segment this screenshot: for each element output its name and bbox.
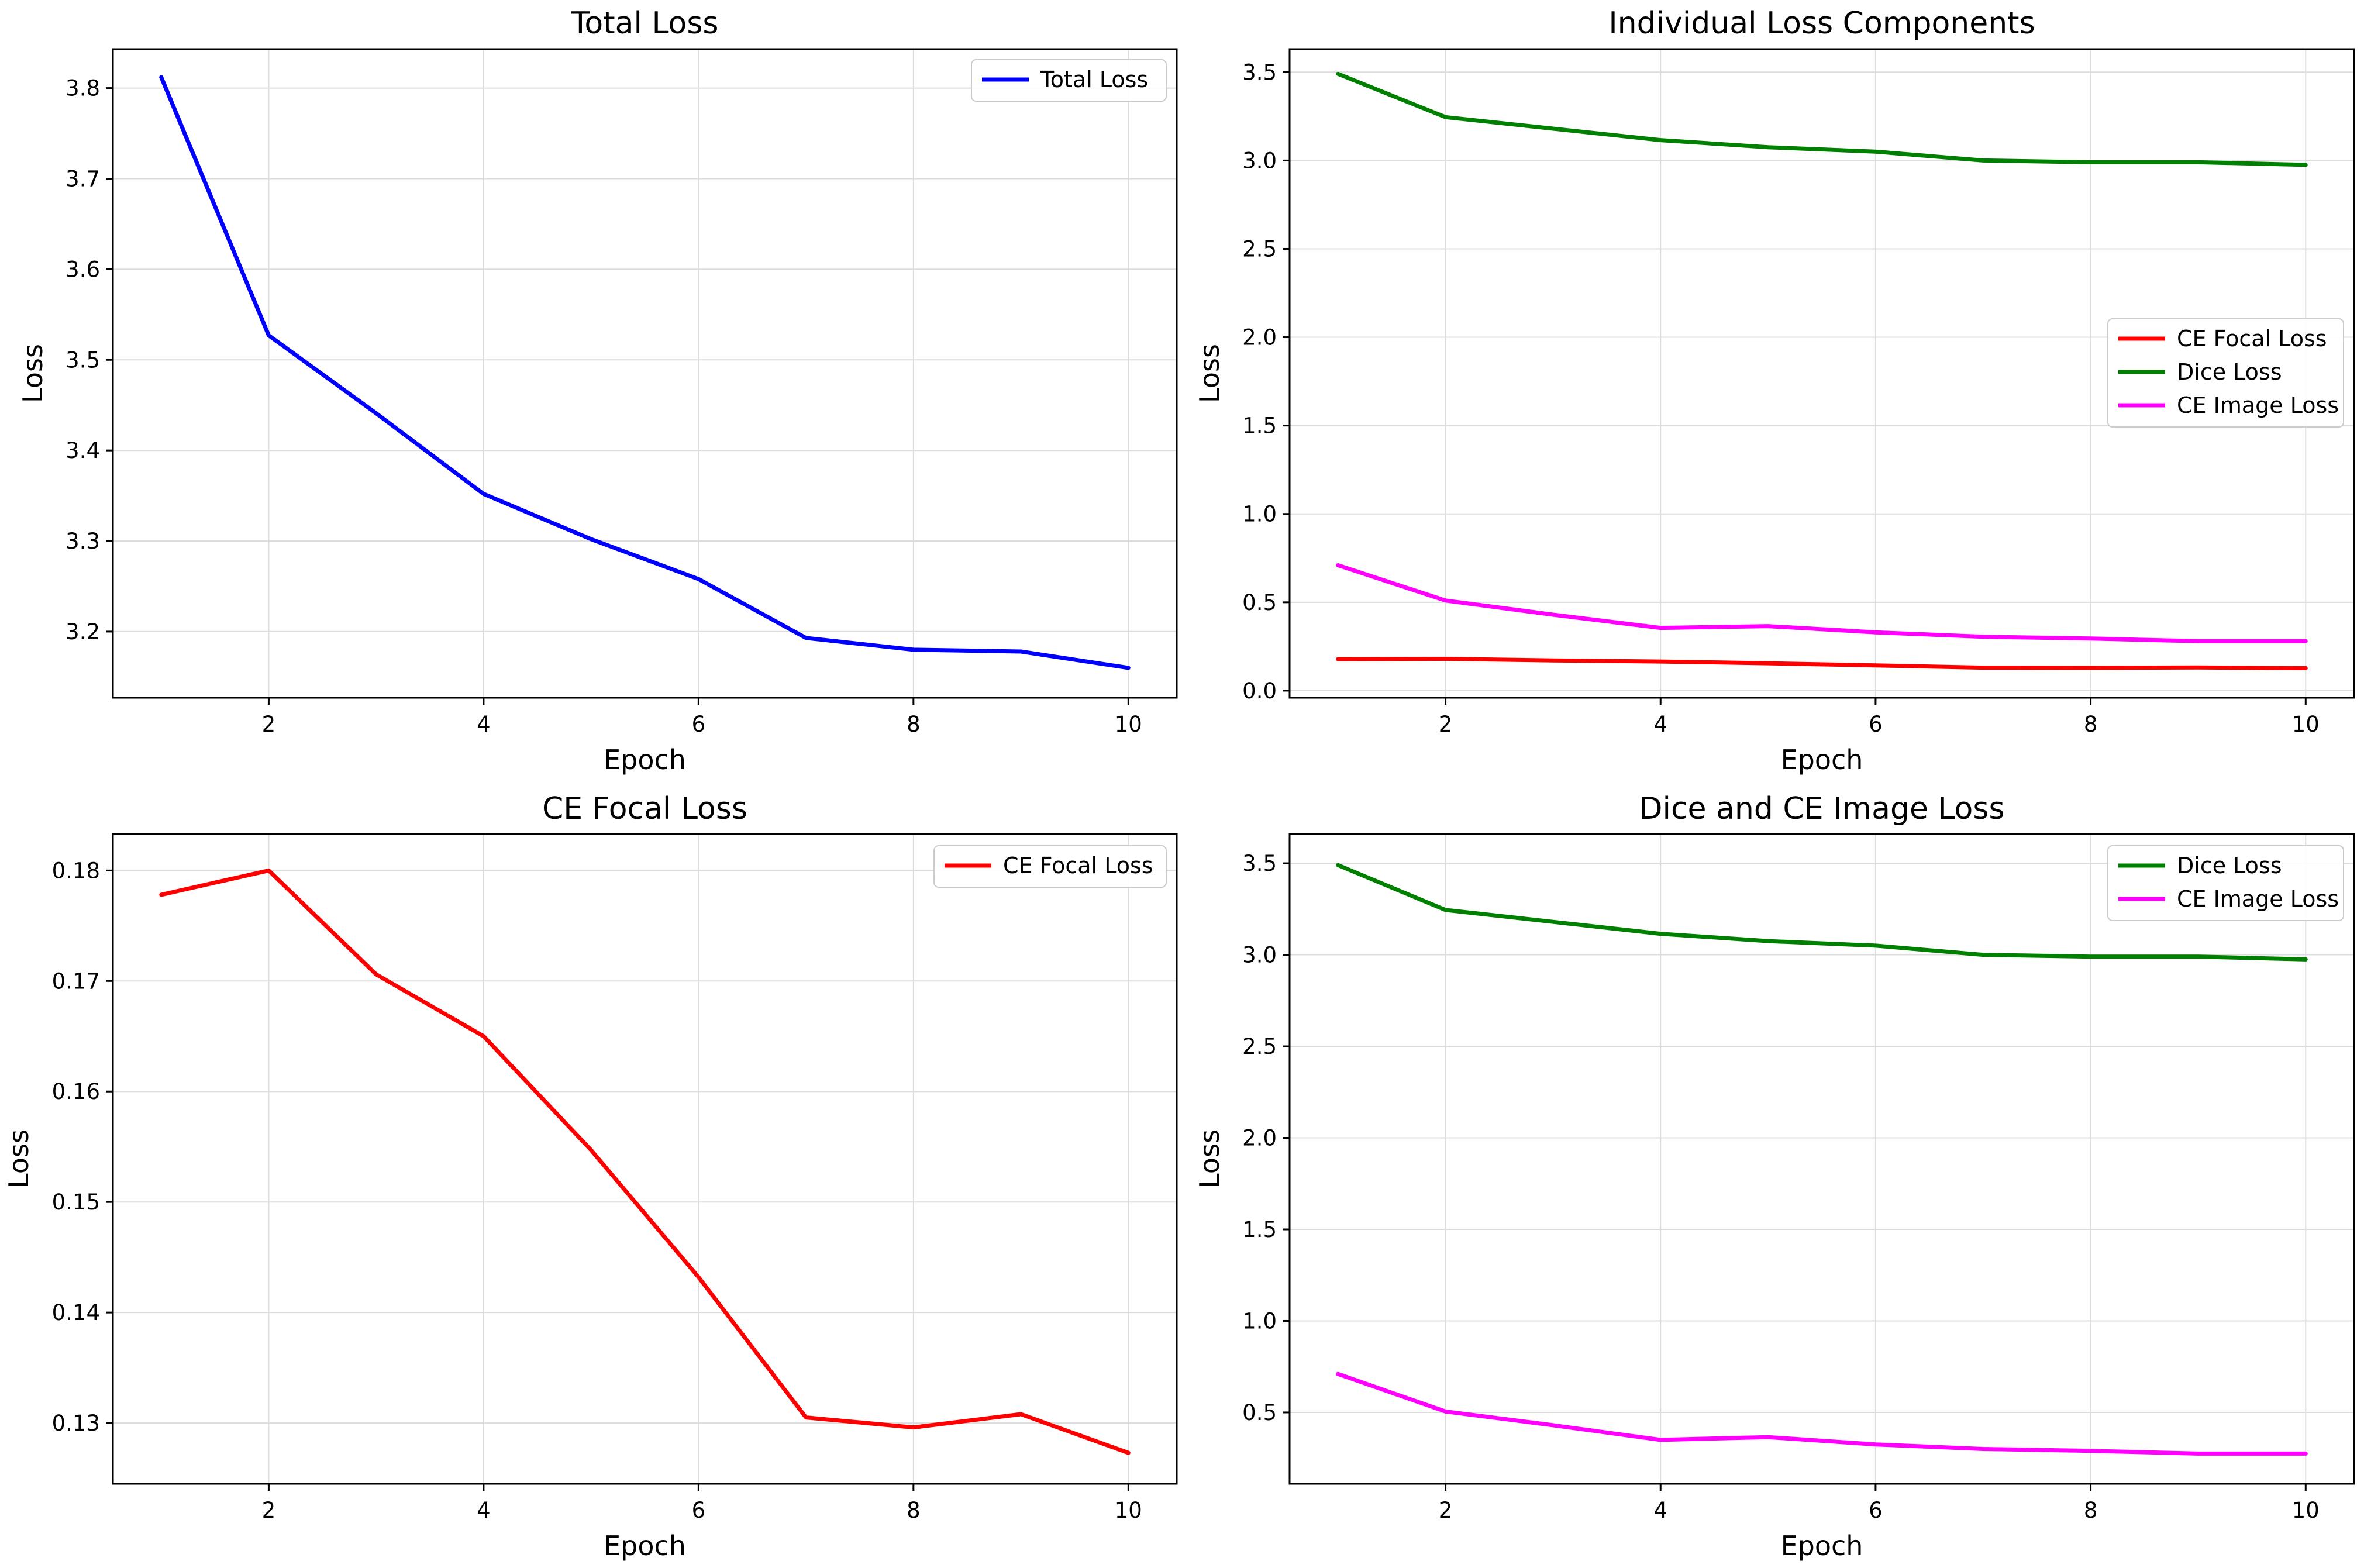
- y-tick-label: 3.7: [66, 166, 100, 191]
- y-tick-label: 3.8: [66, 76, 100, 101]
- x-tick-label: 10: [1115, 712, 1142, 737]
- y-axis-label: Loss: [1194, 1129, 1225, 1188]
- y-tick-label: 3.2: [66, 619, 100, 645]
- legend-box: [2107, 318, 2344, 428]
- y-tick-label: 0.14: [52, 1300, 100, 1325]
- y-tick-label: 0.5: [1242, 1400, 1277, 1425]
- x-tick-label: 8: [907, 1498, 921, 1523]
- x-tick-label: 8: [907, 712, 921, 737]
- x-axis-label: Epoch: [604, 1530, 686, 1562]
- x-axis-label: Epoch: [1781, 1530, 1863, 1562]
- y-tick-label: 3.5: [66, 347, 100, 373]
- y-tick-label: 0.15: [52, 1190, 100, 1215]
- legend-label: CE Focal Loss: [1003, 853, 1153, 878]
- y-tick-label: 0.17: [52, 969, 100, 994]
- y-tick-label: 2.0: [1242, 325, 1277, 350]
- x-tick-label: 10: [2292, 1498, 2320, 1523]
- x-tick-label: 8: [2084, 712, 2098, 737]
- chart-panel-2: 2 4 6 8 10 0.0 0.5 1.0 1.5 2.0 2.5 3.0 3.5 Individual…: [1194, 6, 2355, 776]
- chart-title: Total Loss: [570, 6, 718, 41]
- chart-title: CE Focal Loss: [542, 791, 747, 826]
- x-tick-label: 2: [1439, 1498, 1453, 1523]
- x-tick-label: 4: [1653, 1498, 1667, 1523]
- y-tick-label: 0.16: [52, 1079, 100, 1104]
- chart-panel-3: 2 4 6 8 10 0.13 0.14 0.15 0.16 0.17 0.18 CE Focal L…: [3, 791, 1178, 1562]
- gridlines: [1290, 834, 2354, 1484]
- legend-label: CE Focal Loss: [2177, 326, 2327, 351]
- x-tick-label: 6: [692, 712, 706, 737]
- axes-frame: [112, 833, 1178, 1485]
- chart-title: Dice and CE Image Loss: [1639, 791, 2004, 826]
- y-tick-label: 2.5: [1242, 236, 1277, 261]
- y-axis-label: Loss: [17, 344, 49, 403]
- x-tick-label: 6: [1869, 712, 1883, 737]
- y-tick-label: 0.0: [1242, 678, 1277, 704]
- y-tick-label: 1.0: [1242, 1308, 1277, 1333]
- legend: Total Loss: [971, 59, 1167, 102]
- x-tick-label: 4: [477, 712, 491, 737]
- y-tick-label: 1.5: [1242, 413, 1277, 439]
- x-tick-label: 6: [692, 1498, 706, 1523]
- x-tick-label: 2: [262, 1498, 276, 1523]
- series-line-dice-loss: [1336, 71, 2308, 167]
- chart-title: Individual Loss Components: [1608, 6, 2035, 41]
- legend-box: [971, 59, 1167, 102]
- x-axis-label: Epoch: [604, 744, 686, 776]
- y-tick-label: 1.5: [1242, 1217, 1277, 1242]
- series-line-ce-image-loss: [1336, 563, 2308, 643]
- y-tick-label: 1.0: [1242, 502, 1277, 527]
- y-tick-label: 3.6: [66, 257, 100, 282]
- x-tick-label: 8: [2084, 1498, 2098, 1523]
- gridlines: [113, 49, 1177, 698]
- y-axis-label: Loss: [3, 1129, 35, 1188]
- legend-box: [2107, 845, 2344, 921]
- legend-label: CE Image Loss: [2177, 392, 2339, 418]
- x-axis-label: Epoch: [1781, 744, 1863, 776]
- gridlines: [113, 834, 1177, 1484]
- x-tick-label: 4: [477, 1498, 491, 1523]
- y-tick-label: 3.4: [66, 438, 100, 463]
- y-tick-label: 3.3: [66, 529, 100, 554]
- x-tick-label: 2: [1439, 712, 1453, 737]
- y-tick-label: 3.0: [1242, 148, 1277, 173]
- series-line-ce-focal-loss: [159, 868, 1131, 1455]
- y-axis-label: Loss: [1194, 344, 1225, 403]
- chart-panel-1: 2 4 6 8 10 3.2 3.3 3.4 3.5 3.6 3.7 3.8 Total Loss Epo…: [17, 6, 1178, 776]
- x-tick-label: 4: [1653, 712, 1667, 737]
- y-tick-label: 3.0: [1242, 943, 1277, 968]
- series-line-total-loss: [159, 75, 1131, 670]
- y-tick-label: 2.5: [1242, 1034, 1277, 1059]
- x-tick-label: 2: [262, 712, 276, 737]
- x-tick-label: 10: [1115, 1498, 1142, 1523]
- axes-frame: [1288, 48, 2355, 699]
- y-tick-label: 0.13: [52, 1411, 100, 1436]
- y-tick-label: 0.5: [1242, 590, 1277, 615]
- x-tick-label: 10: [2292, 712, 2320, 737]
- legend: Dice Loss CE Image Loss: [2107, 845, 2344, 921]
- y-tick-label: 2.0: [1242, 1126, 1277, 1151]
- legend-label: Dice Loss: [2177, 359, 2282, 385]
- y-tick-label: 3.5: [1242, 60, 1277, 85]
- series-line-ce-focal-loss: [1336, 657, 2308, 670]
- chart-panel-4: 2 4 6 8 10 0.5 1.0 1.5 2.0 2.5 3.0 3.5 Dice and CE I…: [1194, 791, 2355, 1562]
- legend: CE Focal Loss Dice Loss CE Image Loss: [2107, 318, 2344, 428]
- legend-label: CE Image Loss: [2177, 886, 2339, 912]
- legend: CE Focal Loss: [933, 845, 1167, 888]
- series-line-ce-image-loss: [1336, 1371, 2308, 1456]
- axes-frame: [112, 48, 1178, 699]
- y-tick-label: 3.5: [1242, 851, 1277, 876]
- legend-label: Dice Loss: [2177, 853, 2282, 878]
- legend-box: [933, 845, 1167, 888]
- x-tick-label: 6: [1869, 1498, 1883, 1523]
- series-line-dice-loss: [1336, 863, 2308, 962]
- legend-label: Total Loss: [1040, 67, 1148, 92]
- y-tick-label: 0.18: [52, 858, 100, 883]
- axes-frame: [1288, 833, 2355, 1485]
